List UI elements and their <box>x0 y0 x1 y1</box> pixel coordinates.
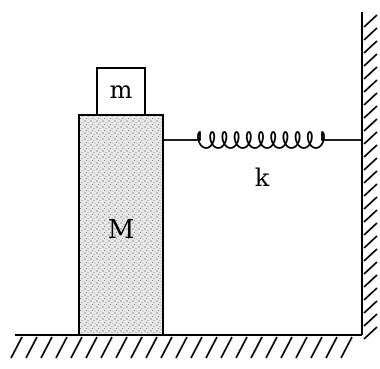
wall-hatch-stroke <box>363 92 378 106</box>
wall-hatch-stroke <box>363 53 378 67</box>
wall-hatch-stroke <box>363 40 378 54</box>
floor-hatch-stroke <box>70 336 83 359</box>
floor-hatch-stroke <box>55 336 68 359</box>
floor-hatch-stroke <box>115 336 128 359</box>
wall-hatch-stroke <box>363 105 378 119</box>
wall-hatch-stroke <box>363 300 378 314</box>
wall-hatch-stroke <box>363 79 378 93</box>
floor-hatch-stroke <box>10 336 23 359</box>
floor-hatch-stroke <box>145 336 158 359</box>
wall-hatch-stroke <box>363 144 378 158</box>
floor-hatching <box>10 336 353 359</box>
wall-hatch-stroke <box>363 326 378 340</box>
floor-hatch-stroke <box>130 336 143 359</box>
floor-hatch-stroke <box>25 336 38 359</box>
floor-hatch-stroke <box>175 336 188 359</box>
wall-hatch-stroke <box>363 66 378 80</box>
small-block <box>96 67 146 116</box>
floor-hatch-stroke <box>160 336 173 359</box>
small-block-label: m <box>110 76 133 104</box>
wall-hatch-stroke <box>363 118 378 132</box>
wall-hatch-stroke <box>363 274 378 288</box>
floor-hatch-stroke <box>235 336 248 359</box>
floor-hatch-stroke <box>190 336 203 359</box>
wall-hatch-stroke <box>363 170 378 184</box>
spring-label: k <box>255 164 270 192</box>
wall-hatching <box>363 14 378 340</box>
floor-hatch-stroke <box>325 336 338 359</box>
floor-hatch-stroke <box>265 336 278 359</box>
wall-hatch-stroke <box>363 222 378 236</box>
floor-hatch-stroke <box>100 336 113 359</box>
floor-hatch-stroke <box>295 336 308 359</box>
wall-hatch-stroke <box>363 196 378 210</box>
wall-hatch-stroke <box>363 157 378 171</box>
floor-hatch-stroke <box>340 336 353 359</box>
large-block <box>78 114 164 336</box>
spring <box>163 131 362 149</box>
wall-hatch-stroke <box>363 313 378 327</box>
wall-hatch-stroke <box>363 261 378 275</box>
wall-hatch-stroke <box>363 14 378 28</box>
large-block-label: M <box>108 215 135 245</box>
floor-hatch-stroke <box>205 336 218 359</box>
floor-hatch-stroke <box>310 336 323 359</box>
wall-hatch-stroke <box>363 183 378 197</box>
floor-hatch-stroke <box>250 336 263 359</box>
wall-hatch-stroke <box>363 287 378 301</box>
wall-hatch-stroke <box>363 248 378 262</box>
floor-hatch-stroke <box>220 336 233 359</box>
floor-hatch-stroke <box>280 336 293 359</box>
wall-hatch-stroke <box>363 27 378 41</box>
wall-hatch-stroke <box>363 235 378 249</box>
floor-hatch-stroke <box>85 336 98 359</box>
floor-hatch-stroke <box>40 336 53 359</box>
wall-hatch-stroke <box>363 209 378 223</box>
wall-hatch-stroke <box>363 131 378 145</box>
